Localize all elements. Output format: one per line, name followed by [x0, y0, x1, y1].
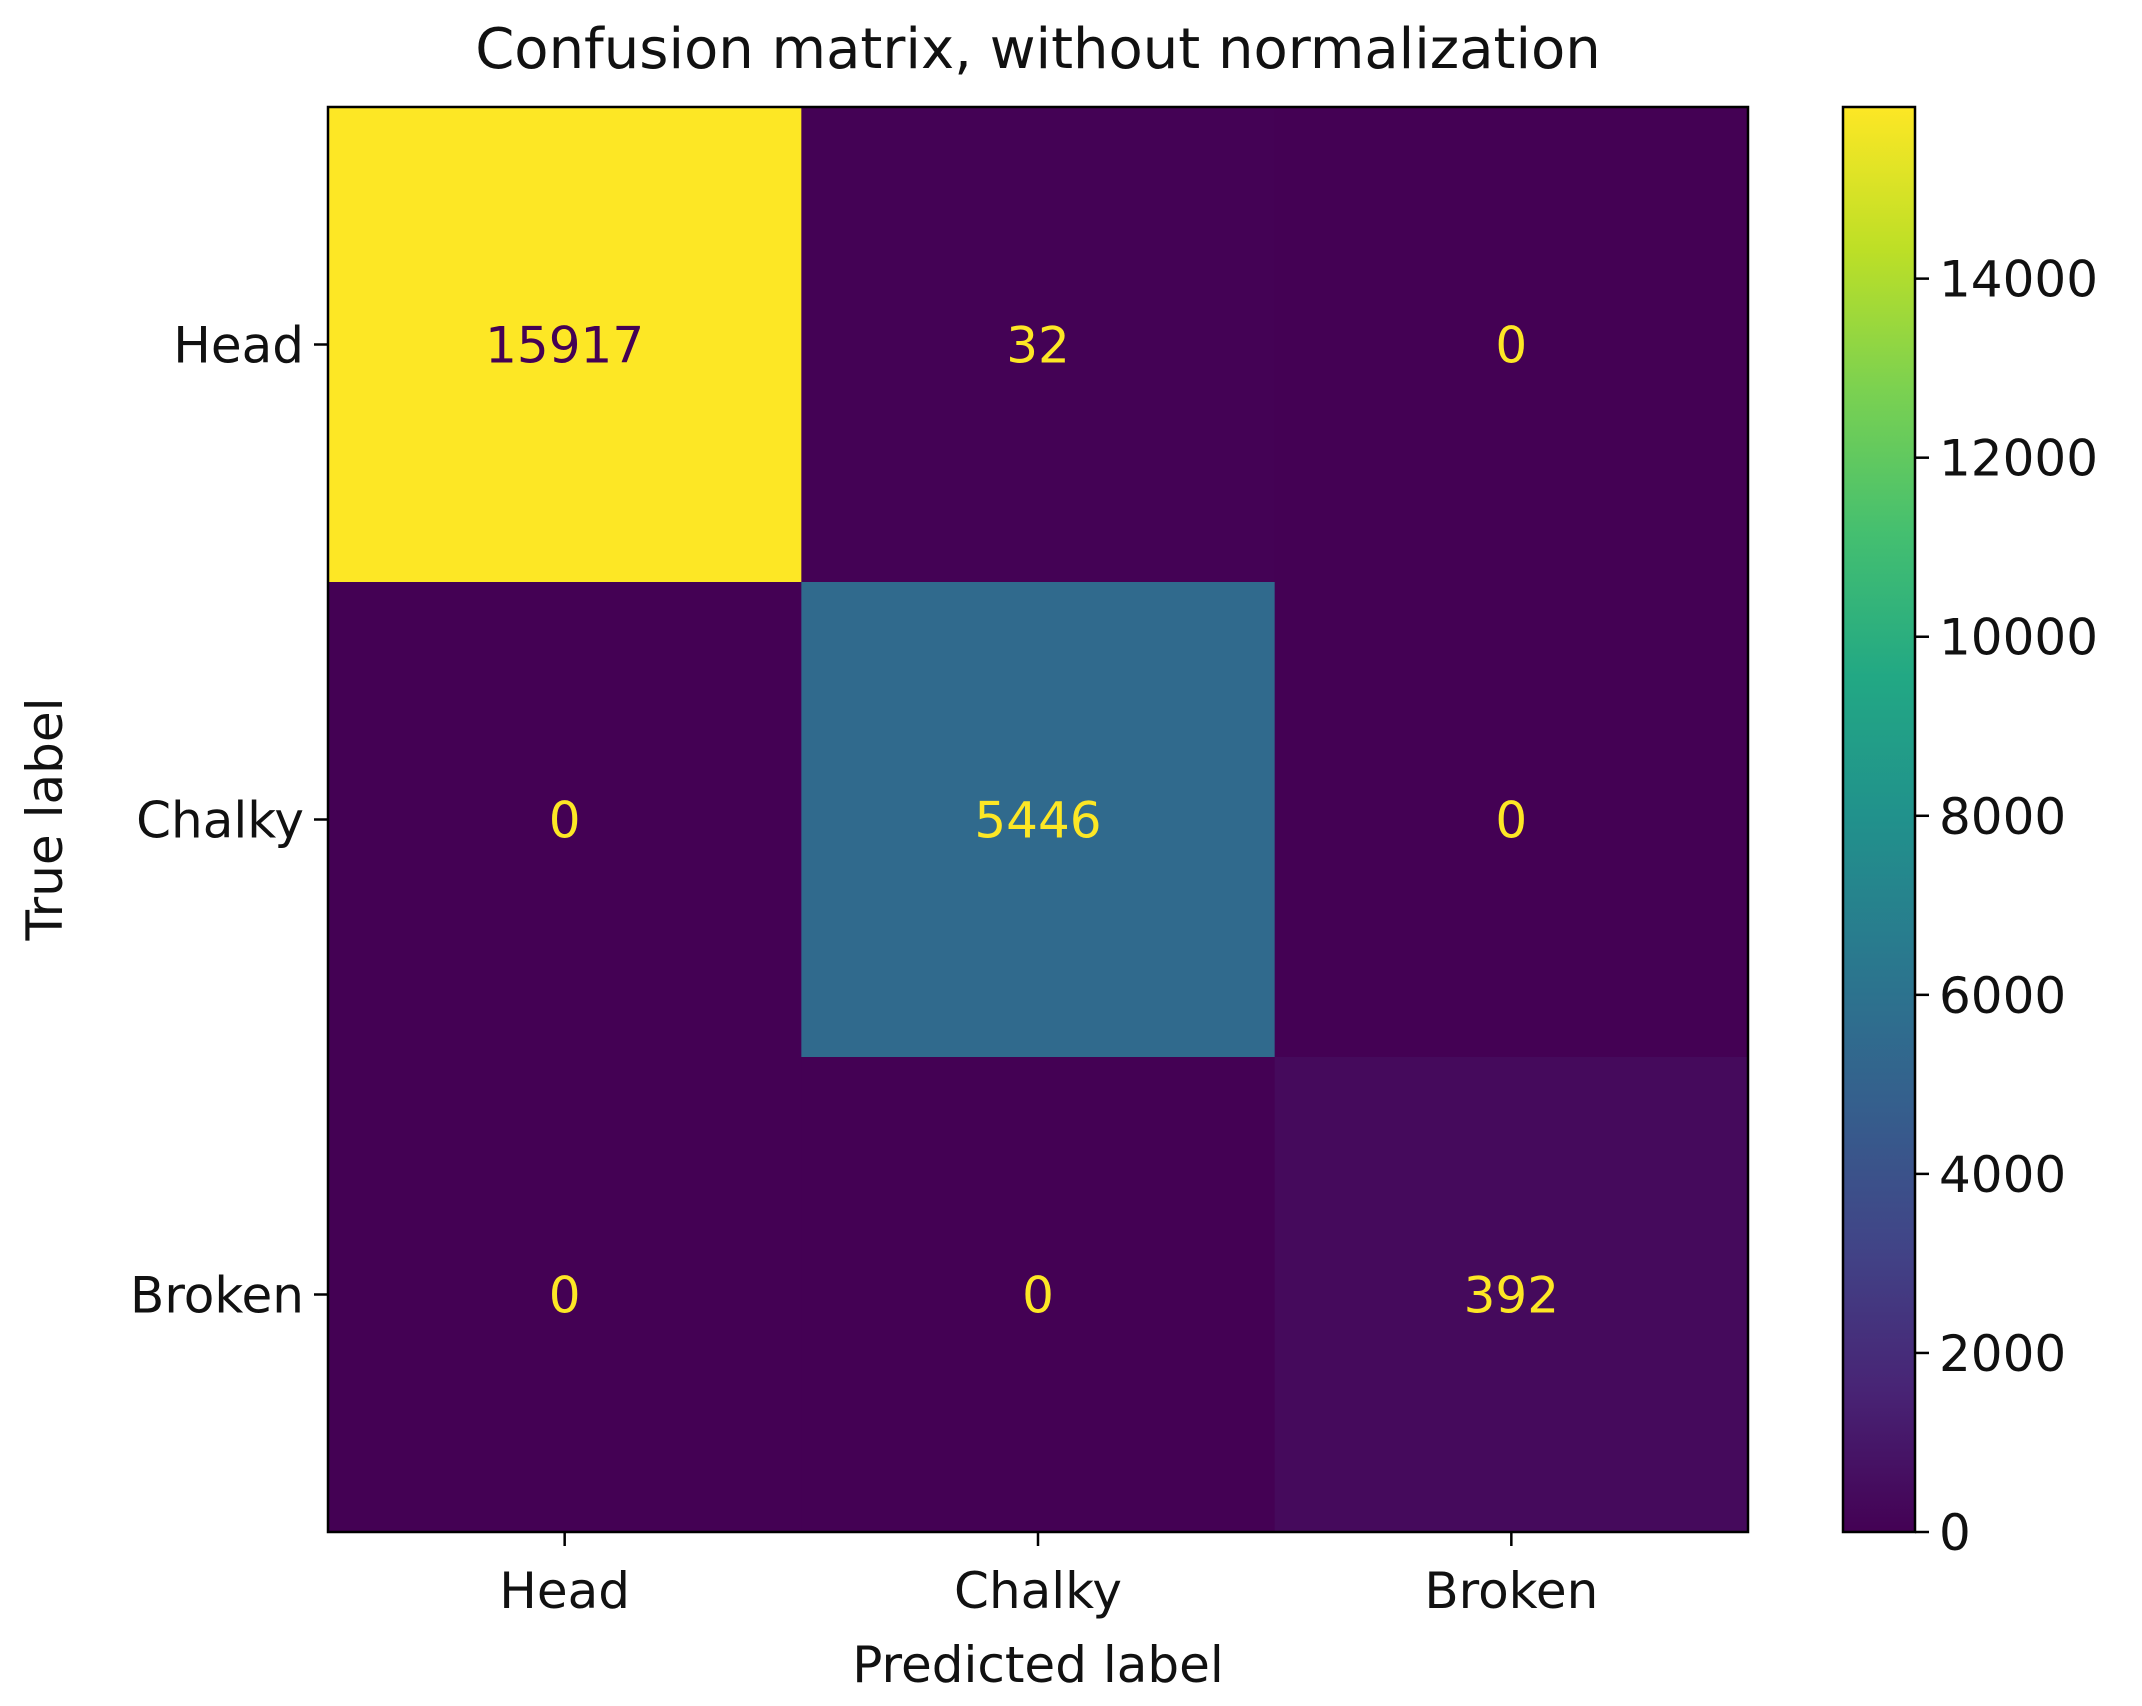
colorbar: [1841, 105, 1917, 1534]
chart-title: Confusion matrix, without normalization: [475, 17, 1601, 82]
cell-value-label: 0: [549, 792, 581, 850]
cell-value-label: 5446: [974, 792, 1101, 850]
colorbar-tick-label: 12000: [1939, 430, 2098, 488]
matrix-cell: [328, 107, 802, 583]
x-axis-label: Predicted label: [852, 1636, 1224, 1694]
matrix-cell: [1274, 1057, 1749, 1533]
cell-value-label: 32: [1006, 317, 1070, 375]
y-axis-ticks: Head Chalky Broken: [130, 317, 328, 1325]
x-tick-label: Head: [499, 1562, 630, 1620]
colorbar-tick-label: 10000: [1939, 609, 2098, 667]
matrix-cells: [328, 107, 1749, 1533]
colorbar-ticks: 0 2000 4000 6000 8000 10000 12000 14000: [1915, 251, 2098, 1562]
cell-value-label: 0: [549, 1267, 581, 1325]
cell-value-label: 0: [1495, 317, 1527, 375]
matrix-cell-labels: 15917 32 0 0 5446 0 0 0 392: [485, 317, 1559, 1325]
colorbar-tick-label: 2000: [1939, 1325, 2066, 1383]
x-tick-label: Chalky: [954, 1562, 1122, 1620]
y-tick-label: Chalky: [136, 792, 304, 850]
colorbar-tick-label: 8000: [1939, 788, 2066, 846]
colorbar-tick-label: 4000: [1939, 1146, 2066, 1204]
matrix-cell: [328, 582, 802, 1058]
x-tick-label: Broken: [1424, 1562, 1598, 1620]
matrix-cell: [1274, 582, 1749, 1058]
cell-value-label: 0: [1495, 792, 1527, 850]
colorbar-tick-label: 14000: [1939, 251, 2098, 309]
cell-value-label: 0: [1022, 1267, 1054, 1325]
matrix-cell: [328, 1057, 802, 1533]
y-tick-label: Head: [173, 317, 304, 375]
matrix-cell: [1274, 107, 1749, 583]
matrix-cell: [801, 107, 1276, 583]
y-axis-label: True label: [16, 697, 74, 941]
y-tick-label: Broken: [130, 1267, 304, 1325]
colorbar-tick-label: 0: [1939, 1504, 1971, 1562]
cell-value-label: 15917: [485, 317, 644, 375]
cell-value-label: 392: [1464, 1267, 1559, 1325]
matrix-cell: [801, 582, 1276, 1058]
x-axis-ticks: Head Chalky Broken: [499, 1532, 1598, 1620]
matrix-cell: [801, 1057, 1276, 1533]
colorbar-tick-label: 6000: [1939, 967, 2066, 1025]
